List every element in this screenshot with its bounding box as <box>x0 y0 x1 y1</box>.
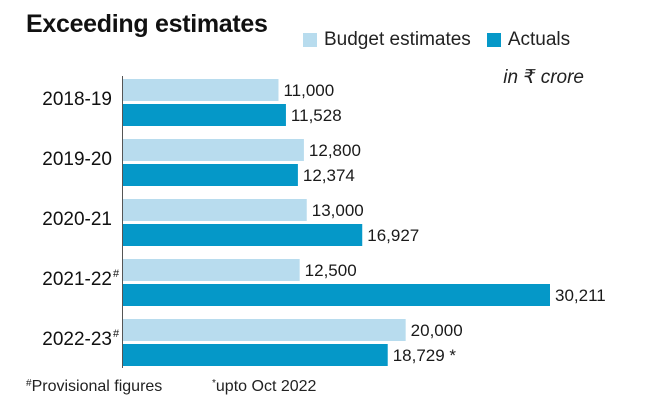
category-label: 2019-20 <box>42 149 112 170</box>
footnote-upto: *upto Oct 2022 <box>212 378 316 396</box>
budget-value-label: 13,000 <box>312 201 364 220</box>
category-mark: # <box>113 268 120 280</box>
footnote-provisional: #Provisional figures <box>26 378 162 396</box>
actual-value-label: 11,528 <box>291 106 342 125</box>
category-axis-line <box>122 76 123 368</box>
actual-bar <box>123 284 550 306</box>
footnote-upto-text: upto Oct 2022 <box>215 378 317 395</box>
budget-value-label: 12,800 <box>309 141 361 160</box>
budget-bar <box>123 319 406 341</box>
actual-bar <box>123 104 286 126</box>
legend-label-budget: Budget estimates <box>324 29 471 50</box>
actual-value-label: 18,729 * <box>393 346 457 365</box>
footnote-upto-mark: * <box>212 378 216 389</box>
category-label: 2020-21 <box>42 209 112 230</box>
budget-bar <box>123 79 279 101</box>
footnote-provisional-text: Provisional figures <box>31 378 163 395</box>
legend-label-actuals: Actuals <box>507 29 571 50</box>
category-label: 2021-22 <box>42 269 112 290</box>
budget-bar <box>123 259 300 281</box>
budget-value-label: 11,000 <box>283 81 334 100</box>
budget-value-label: 12,500 <box>305 261 357 280</box>
actual-bar <box>123 224 363 246</box>
budget-value-label: 20,000 <box>411 321 463 340</box>
unit-note: in ₹ crore <box>503 67 584 88</box>
legend-item-budget: Budget estimates <box>303 29 471 51</box>
legend-swatch-budget <box>303 33 317 47</box>
legend: Budget estimates Actuals <box>303 29 586 51</box>
actual-value-label: 12,374 <box>303 166 355 185</box>
actual-bar <box>123 344 388 366</box>
legend-swatch-actuals <box>486 33 501 47</box>
actual-bar <box>123 164 298 186</box>
category-mark: # <box>113 328 120 340</box>
footnote-provisional-mark: # <box>26 378 32 389</box>
budget-bar <box>123 139 304 161</box>
category-label: 2018-19 <box>42 89 112 110</box>
actual-value-label: 16,927 <box>367 226 419 245</box>
legend-item-actuals: Actuals <box>486 29 571 51</box>
category-label: 2022-23 <box>42 329 112 350</box>
chart-title: Exceeding estimates <box>26 10 268 38</box>
budget-bar <box>123 199 307 221</box>
actual-value-label: 30,211 <box>555 286 606 305</box>
